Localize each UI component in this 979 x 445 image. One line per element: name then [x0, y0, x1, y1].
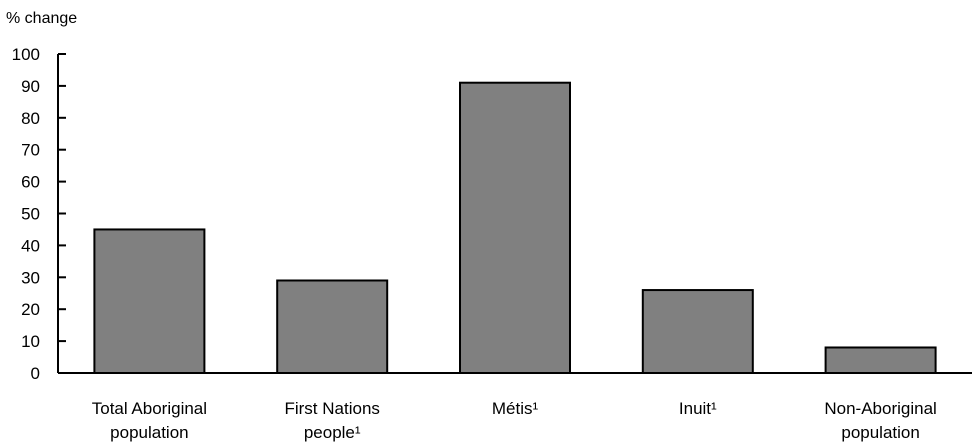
y-tick-label: 80 — [21, 109, 40, 128]
y-tick-label: 30 — [21, 268, 40, 287]
bar — [276, 279, 389, 374]
x-tick-label-line: Non-Aboriginal — [824, 399, 936, 418]
y-tick-label: 0 — [31, 364, 40, 383]
y-tick-label: 60 — [21, 173, 40, 192]
bar — [641, 289, 754, 374]
y-tick-label: 10 — [21, 332, 40, 351]
x-tick-label-line: people¹ — [304, 423, 361, 442]
y-tick-label: 90 — [21, 77, 40, 96]
x-tick-label: Métis¹ — [492, 399, 539, 418]
y-tick-label: 50 — [21, 205, 40, 224]
y-tick-label: 40 — [21, 236, 40, 255]
bar — [93, 228, 206, 374]
y-axis: 0 10 20 30 40 50 60 70 80 90 100 — [12, 45, 66, 383]
x-tick-label-line: Total Aboriginal — [92, 399, 207, 418]
y-tick-label: 20 — [21, 300, 40, 319]
y-tick-label: 70 — [21, 141, 40, 160]
x-tick-label: Total Aboriginal population — [92, 399, 207, 442]
y-axis-title: % change — [6, 10, 77, 27]
x-axis-labels: Total Aboriginal population First Nations p… — [92, 399, 937, 442]
x-tick-label-line: population — [841, 423, 919, 442]
x-tick-label: Inuit¹ — [679, 399, 717, 418]
x-tick-label-line: population — [110, 423, 188, 442]
bar — [824, 346, 937, 375]
bars — [93, 81, 937, 375]
y-tick-label: 100 — [12, 45, 40, 64]
bar — [459, 81, 571, 375]
x-tick-label-line: First Nations — [284, 399, 379, 418]
x-tick-label: First Nations people¹ — [284, 399, 379, 442]
x-tick-label-line: Métis¹ — [492, 399, 539, 418]
x-tick-label: Non-Aboriginal population — [824, 399, 936, 442]
x-tick-label-line: Inuit¹ — [679, 399, 717, 418]
